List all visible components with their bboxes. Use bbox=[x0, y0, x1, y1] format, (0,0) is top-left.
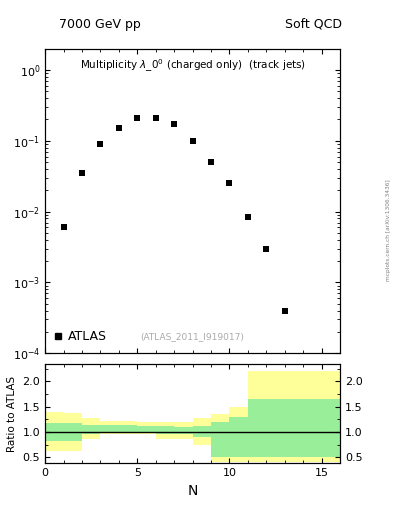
Text: Soft QCD: Soft QCD bbox=[285, 18, 342, 31]
X-axis label: N: N bbox=[187, 484, 198, 498]
Legend: ATLAS: ATLAS bbox=[51, 327, 110, 347]
Text: Multiplicity $\lambda\_0^0$ (charged only)  (track jets): Multiplicity $\lambda\_0^0$ (charged onl… bbox=[79, 58, 306, 74]
Text: 7000 GeV pp: 7000 GeV pp bbox=[59, 18, 141, 31]
Text: (ATLAS_2011_I919017): (ATLAS_2011_I919017) bbox=[141, 332, 244, 341]
Text: mcplots.cern.ch [arXiv:1306.3436]: mcplots.cern.ch [arXiv:1306.3436] bbox=[386, 180, 391, 281]
Y-axis label: Ratio to ATLAS: Ratio to ATLAS bbox=[7, 375, 17, 452]
